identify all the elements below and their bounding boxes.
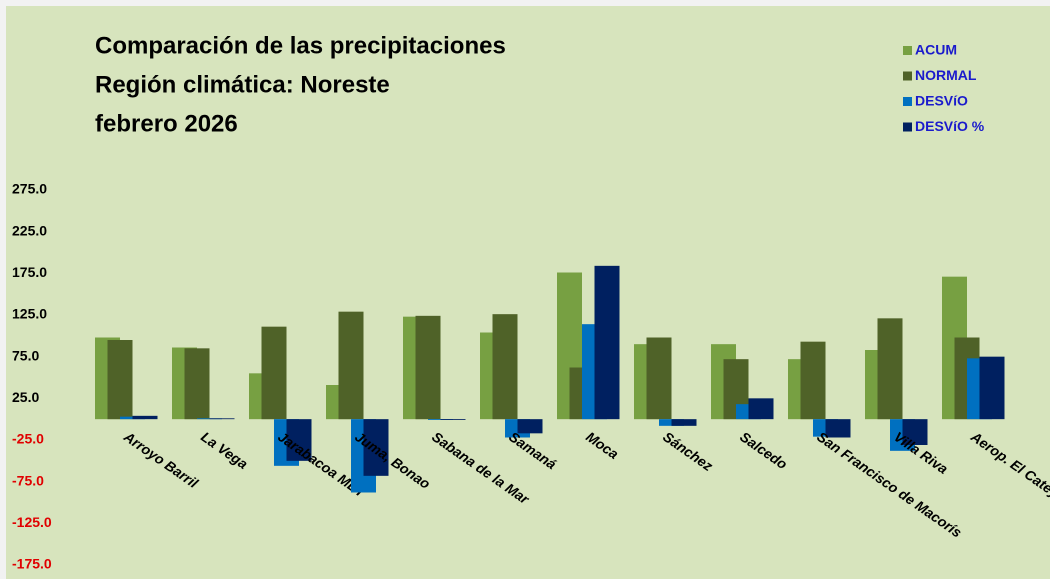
bar bbox=[440, 419, 466, 420]
bar bbox=[209, 418, 235, 420]
bar bbox=[415, 315, 441, 420]
legend-label: ACUM bbox=[915, 42, 957, 58]
legend-swatch bbox=[903, 97, 912, 106]
bar bbox=[646, 337, 672, 420]
bar bbox=[979, 356, 1005, 420]
y-tick-label: 125.0 bbox=[12, 306, 47, 322]
y-tick-label: -75.0 bbox=[12, 472, 44, 488]
chart-title: Región climática: Noreste bbox=[95, 71, 390, 98]
chart-title: Comparación de las precipitaciones bbox=[95, 32, 506, 59]
legend-label: NORMAL bbox=[915, 67, 977, 83]
y-tick-label: 175.0 bbox=[12, 264, 47, 280]
y-tick-label: -25.0 bbox=[12, 431, 44, 447]
legend-label: DESVíO bbox=[915, 93, 968, 109]
legend-swatch bbox=[903, 122, 912, 132]
bar bbox=[363, 419, 389, 476]
y-tick-label: -125.0 bbox=[12, 514, 52, 530]
bar bbox=[877, 318, 903, 420]
bar bbox=[800, 341, 826, 420]
bar bbox=[261, 326, 287, 420]
y-tick-label: 75.0 bbox=[12, 347, 39, 363]
bar bbox=[517, 419, 543, 434]
legend-swatch bbox=[903, 46, 912, 55]
y-tick-label: 25.0 bbox=[12, 389, 39, 405]
legend-label: DESVíO % bbox=[915, 118, 985, 134]
bar bbox=[825, 419, 851, 438]
bar bbox=[748, 398, 774, 420]
chart-title: febrero 2026 bbox=[95, 110, 238, 137]
bar bbox=[184, 348, 210, 420]
bar bbox=[492, 314, 518, 420]
y-tick-label: 225.0 bbox=[12, 222, 47, 238]
y-tick-label: -175.0 bbox=[12, 556, 52, 572]
bar bbox=[286, 419, 312, 461]
bar bbox=[107, 340, 133, 420]
legend-swatch bbox=[903, 71, 912, 81]
chart-background bbox=[6, 6, 1050, 579]
bar bbox=[902, 419, 928, 445]
bar bbox=[594, 265, 620, 420]
y-tick-label: 275.0 bbox=[12, 181, 47, 197]
bar bbox=[338, 311, 364, 420]
bar bbox=[671, 419, 697, 426]
bar bbox=[132, 415, 158, 420]
